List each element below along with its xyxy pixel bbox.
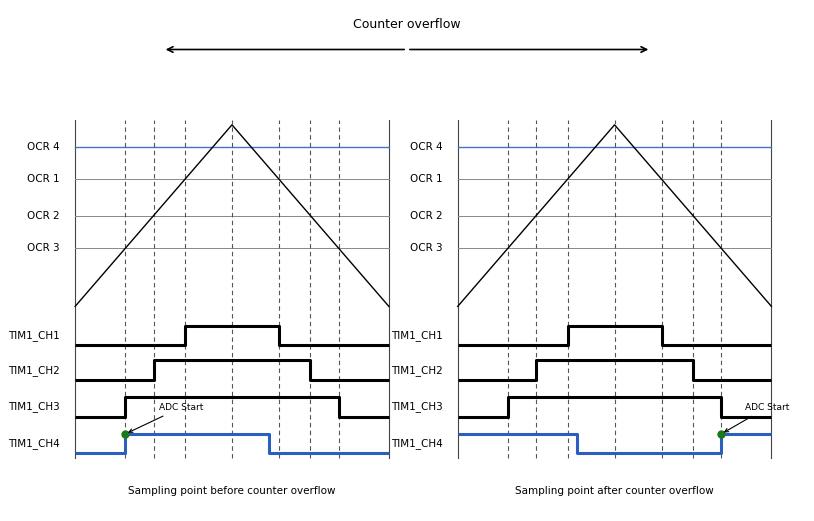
- Text: TIM1_CH3: TIM1_CH3: [391, 402, 443, 412]
- Text: TIM1_CH1: TIM1_CH1: [8, 330, 60, 341]
- Text: TIM1_CH2: TIM1_CH2: [391, 365, 443, 376]
- Text: OCR 1: OCR 1: [410, 175, 443, 184]
- Text: OCR 1: OCR 1: [28, 175, 60, 184]
- Text: ADC Start: ADC Start: [724, 403, 789, 432]
- Text: OCR 2: OCR 2: [410, 210, 443, 220]
- Text: TIM1_CH2: TIM1_CH2: [8, 365, 60, 376]
- Text: TIM1_CH4: TIM1_CH4: [8, 438, 60, 449]
- Text: TIM1_CH3: TIM1_CH3: [8, 402, 60, 412]
- Text: TIM1_CH1: TIM1_CH1: [391, 330, 443, 341]
- Text: OCR 2: OCR 2: [28, 210, 60, 220]
- Text: ADC Start: ADC Start: [129, 403, 203, 432]
- Text: Counter overflow: Counter overflow: [353, 18, 461, 31]
- Text: Sampling point after counter overflow: Sampling point after counter overflow: [515, 486, 714, 496]
- Text: OCR 4: OCR 4: [28, 142, 60, 152]
- Text: TIM1_CH4: TIM1_CH4: [391, 438, 443, 449]
- Text: Sampling point before counter overflow: Sampling point before counter overflow: [129, 486, 335, 496]
- Text: OCR 3: OCR 3: [410, 243, 443, 253]
- Text: OCR 3: OCR 3: [28, 243, 60, 253]
- Text: OCR 4: OCR 4: [410, 142, 443, 152]
